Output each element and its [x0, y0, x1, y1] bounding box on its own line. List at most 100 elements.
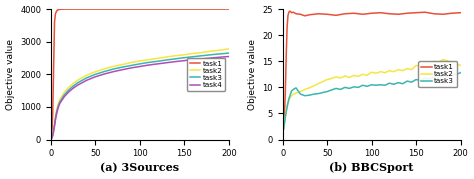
task1	[50, 112, 55, 115]
task1	[333, 14, 339, 16]
task3	[427, 78, 432, 80]
task2	[55, 103, 61, 105]
task3	[418, 79, 423, 82]
task1	[288, 11, 293, 13]
task1	[291, 11, 296, 13]
task1	[315, 13, 321, 15]
task1	[75, 8, 81, 10]
task1	[413, 12, 419, 14]
task2	[324, 78, 330, 81]
task3	[453, 73, 459, 75]
task2	[54, 111, 59, 113]
task3	[369, 84, 374, 86]
task2	[418, 65, 423, 67]
task1	[369, 12, 374, 14]
task2	[191, 52, 196, 54]
task1	[115, 8, 120, 10]
task2	[119, 63, 125, 66]
task2	[285, 101, 291, 104]
task4	[191, 59, 196, 61]
task1	[55, 9, 60, 11]
task1	[52, 21, 57, 23]
task3	[342, 86, 348, 88]
task1	[286, 11, 292, 13]
task4	[119, 69, 125, 71]
task1	[440, 13, 446, 15]
task3	[404, 80, 410, 82]
task2	[436, 61, 441, 63]
task3	[92, 73, 98, 75]
task3	[378, 84, 383, 86]
task2	[84, 74, 90, 76]
X-axis label: (a) 3Sources: (a) 3Sources	[100, 163, 180, 173]
task1	[285, 14, 291, 16]
task2	[293, 92, 299, 94]
task3	[395, 82, 401, 84]
task2	[404, 67, 410, 70]
task3	[436, 77, 441, 79]
task1	[395, 13, 401, 15]
task2	[315, 83, 321, 85]
task4	[50, 134, 55, 136]
task2	[427, 63, 432, 66]
task3	[55, 106, 61, 108]
task2	[356, 75, 361, 78]
task3	[52, 124, 57, 126]
task2	[413, 64, 419, 67]
task3	[431, 76, 437, 78]
task3	[291, 88, 296, 91]
task1	[284, 26, 290, 28]
task3	[360, 84, 365, 86]
task2	[373, 72, 379, 74]
task2	[56, 101, 62, 103]
task1	[324, 13, 330, 15]
task2	[226, 48, 232, 50]
task4	[54, 114, 59, 116]
task4	[173, 61, 178, 63]
task3	[288, 93, 293, 95]
task1	[422, 11, 428, 13]
task1	[287, 10, 292, 12]
task2	[333, 76, 339, 78]
task3	[409, 81, 414, 83]
task1	[159, 8, 165, 10]
task2	[200, 51, 205, 54]
task2	[282, 122, 287, 124]
task2	[351, 74, 356, 76]
Line: task4: task4	[52, 57, 229, 138]
task2	[329, 77, 335, 79]
task3	[56, 103, 62, 105]
task2	[307, 87, 312, 89]
task3	[66, 89, 72, 91]
task3	[119, 66, 125, 68]
task3	[286, 98, 292, 100]
task3	[49, 137, 55, 139]
task4	[52, 125, 57, 127]
Y-axis label: Objective value: Objective value	[6, 39, 15, 110]
task3	[53, 118, 58, 120]
task4	[128, 67, 134, 69]
task3	[75, 82, 81, 84]
task3	[173, 58, 178, 60]
task2	[49, 137, 55, 139]
task3	[226, 52, 232, 54]
task3	[84, 77, 90, 79]
task3	[284, 106, 290, 108]
task3	[382, 84, 388, 86]
task2	[365, 74, 370, 76]
task2	[337, 77, 343, 79]
task1	[226, 8, 232, 10]
task2	[409, 69, 414, 71]
task2	[445, 60, 450, 62]
task3	[307, 94, 312, 96]
task4	[57, 102, 63, 104]
task2	[50, 134, 55, 136]
task3	[128, 64, 134, 67]
task4	[200, 58, 205, 60]
task2	[66, 86, 72, 88]
task4	[84, 79, 90, 81]
task2	[155, 57, 161, 59]
task2	[70, 82, 76, 84]
task3	[302, 95, 308, 97]
task1	[449, 12, 455, 14]
